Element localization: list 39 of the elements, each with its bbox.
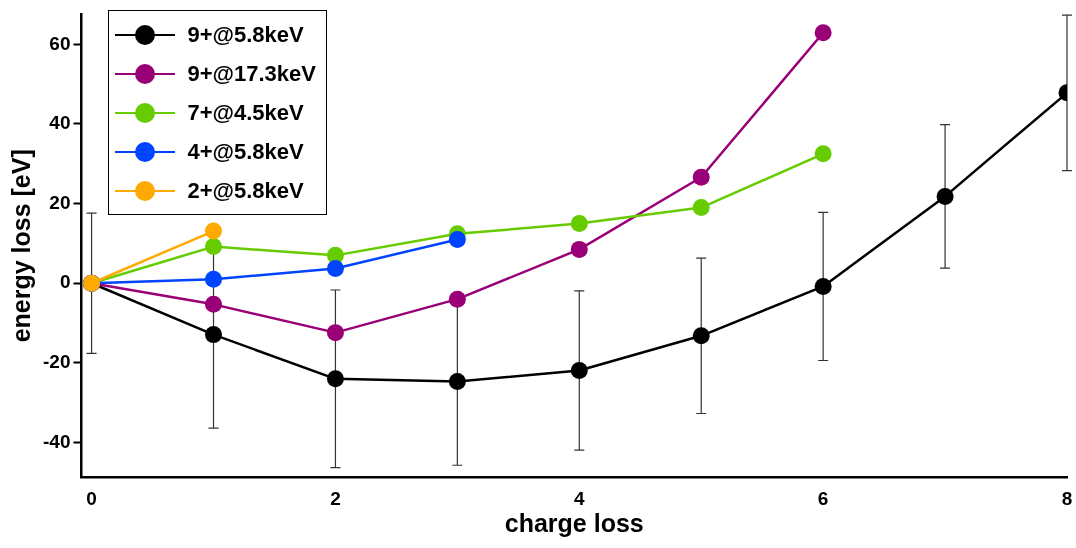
x-tick-label: 8 <box>1061 487 1073 509</box>
y-tick-label: -20 <box>42 351 71 373</box>
x-tick-label: 6 <box>817 487 829 509</box>
point <box>448 230 466 248</box>
point <box>692 327 710 345</box>
point <box>570 240 588 258</box>
point <box>814 145 832 163</box>
point <box>205 222 223 240</box>
point <box>326 324 344 342</box>
y-tick-label: -40 <box>42 430 71 452</box>
y-axis-title: energy loss [eV] <box>6 149 35 343</box>
point <box>448 290 466 308</box>
legend-label: 4+@5.8keV <box>187 138 304 165</box>
point <box>692 199 710 217</box>
x-tick-label: 2 <box>330 487 341 509</box>
x-tick-label: 4 <box>574 487 585 509</box>
point <box>205 295 223 313</box>
legend-label: 9+@5.8keV <box>187 21 304 48</box>
point <box>570 215 588 232</box>
point <box>326 370 344 388</box>
point <box>814 24 832 42</box>
legend-label: 7+@4.5keV <box>187 99 304 126</box>
legend-label: 2+@5.8keV <box>187 177 304 204</box>
point <box>448 373 466 391</box>
y-tick-label: 60 <box>49 32 71 54</box>
x-tick-label: 0 <box>86 487 97 509</box>
y-tick-label: 40 <box>49 112 71 134</box>
x-axis-title: charge loss <box>504 508 644 537</box>
point <box>570 361 588 379</box>
y-tick-label: 0 <box>59 271 71 293</box>
point <box>205 270 223 288</box>
legend-label: 9+@17.3keV <box>187 60 316 87</box>
point <box>205 238 223 256</box>
point <box>936 187 954 205</box>
point <box>814 277 832 295</box>
point <box>326 260 344 277</box>
point <box>692 168 710 186</box>
y-tick-label: 20 <box>49 191 71 213</box>
point <box>205 326 223 344</box>
